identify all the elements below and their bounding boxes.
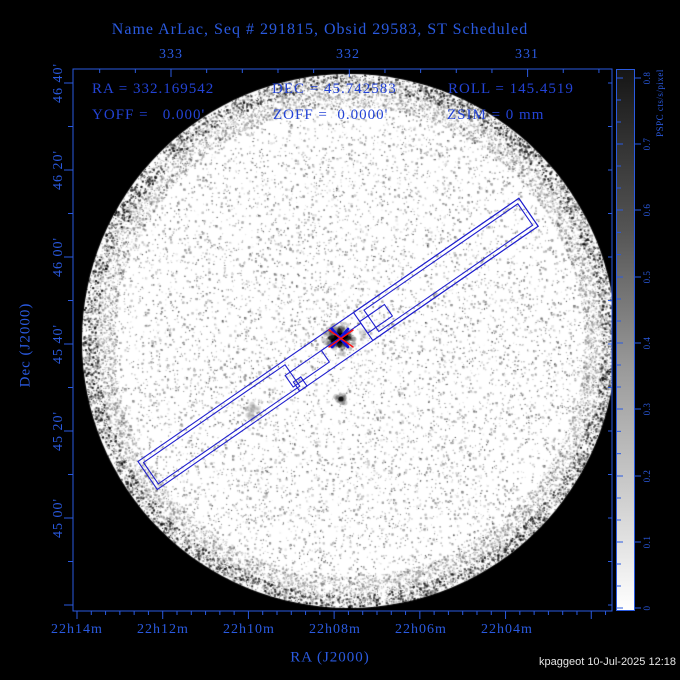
y-axis-title: Dec (J2000) bbox=[17, 302, 34, 388]
left-axis-label: 46 40' bbox=[51, 62, 66, 104]
colorbar-tick-label: 0.5 bbox=[642, 270, 652, 284]
info-roll: ROLL = 145.4519 bbox=[448, 81, 574, 97]
colorbar-title: PSPC cts/s/pixel bbox=[655, 69, 665, 137]
fov-segment-upper-inner bbox=[363, 203, 534, 333]
fov-notch-box bbox=[292, 376, 308, 392]
fov-aimpoint-box-right bbox=[358, 303, 394, 334]
left-axis-label: 45 00' bbox=[51, 497, 66, 539]
left-axis-label: 46 00' bbox=[51, 236, 66, 278]
colorbar-tick-label: 0.2 bbox=[642, 469, 652, 483]
bottom-axis-label: 22h04m bbox=[481, 622, 533, 637]
colorbar-tick-label: 0.4 bbox=[642, 336, 652, 350]
left-axis-label: 46 20' bbox=[51, 149, 66, 191]
fov-outer-strip bbox=[137, 197, 539, 491]
info-yoff: YOFF = 0.000' bbox=[92, 107, 206, 123]
fov-outline bbox=[137, 197, 539, 491]
left-axis-label: 45 40' bbox=[51, 323, 66, 365]
top-axis-label: 331 bbox=[515, 47, 539, 62]
top-axis-label: 332 bbox=[336, 47, 360, 62]
x-axis-title: RA (J2000) bbox=[290, 649, 370, 666]
target-marker bbox=[328, 327, 354, 349]
colorbar-tick-label: 0.6 bbox=[642, 203, 652, 217]
info-dec: DEC = 45.742583 bbox=[272, 81, 397, 97]
colorbar-tick-label: 0.3 bbox=[642, 402, 652, 416]
footer-timestamp: kpaggeot 10-Jul-2025 12:18 bbox=[539, 656, 676, 668]
colorbar-tick-label: 0.8 bbox=[642, 71, 652, 85]
info-ra: RA = 332.169542 bbox=[92, 81, 215, 97]
plot-frame bbox=[72, 68, 613, 612]
fov-aimpoint-box-left bbox=[284, 349, 331, 388]
axis-ticks bbox=[64, 69, 641, 619]
fov-segment-lower-inner bbox=[142, 363, 301, 485]
colorbar-tick-label: 0.7 bbox=[642, 137, 652, 151]
top-axis-label: 333 bbox=[159, 47, 183, 62]
target-marker-red-x bbox=[328, 329, 354, 348]
plot-title: Name ArLac, Seq # 291815, Obsid 29583, S… bbox=[111, 21, 529, 38]
bottom-axis-label: 22h06m bbox=[395, 622, 447, 637]
bottom-axis-label: 22h10m bbox=[223, 622, 275, 637]
colorbar-tick-label: 0 bbox=[642, 605, 652, 611]
left-axis-label: 45 20' bbox=[51, 410, 66, 452]
bottom-axis-label: 22h08m bbox=[309, 622, 361, 637]
bottom-axis-label: 22h12m bbox=[137, 622, 189, 637]
info-zsim: ZSIM = 0 mm bbox=[447, 107, 545, 123]
info-zoff: ZOFF = 0.0000' bbox=[273, 107, 389, 123]
colorbar-tick-label: 0.1 bbox=[642, 535, 652, 549]
fov-segment-upper bbox=[352, 197, 539, 342]
bottom-axis-label: 22h14m bbox=[51, 622, 103, 637]
